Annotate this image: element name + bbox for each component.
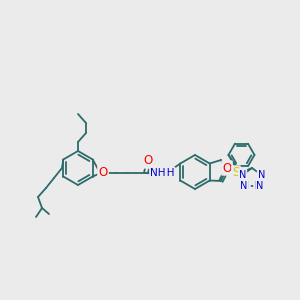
Text: NH: NH bbox=[159, 168, 175, 178]
Text: N: N bbox=[258, 170, 265, 180]
Text: O: O bbox=[222, 161, 232, 175]
Text: N: N bbox=[254, 181, 262, 191]
Text: N: N bbox=[239, 170, 246, 180]
Text: S: S bbox=[232, 167, 240, 179]
Text: O: O bbox=[143, 154, 153, 167]
Text: N: N bbox=[240, 181, 248, 191]
Text: N: N bbox=[242, 181, 250, 191]
Text: N: N bbox=[256, 181, 264, 191]
Text: NH: NH bbox=[150, 168, 166, 178]
Text: O: O bbox=[98, 167, 108, 179]
